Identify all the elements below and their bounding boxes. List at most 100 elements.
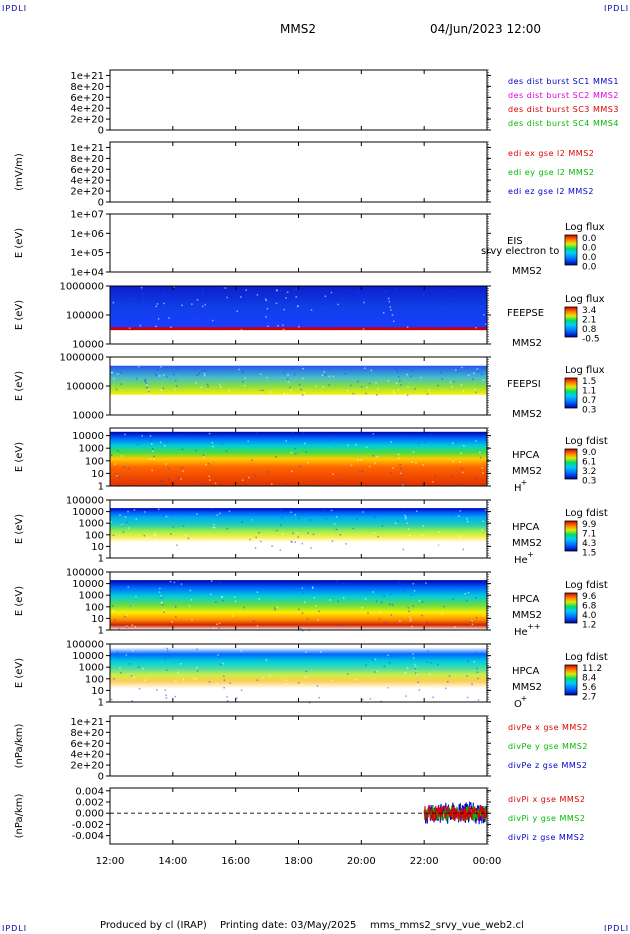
spectrogram-pixel (260, 373, 262, 376)
spectrogram-pixel (374, 658, 377, 661)
spectrogram-pixel (290, 540, 293, 543)
spectrogram-pixel (201, 305, 204, 308)
spectrogram-pixel (191, 303, 193, 305)
plot-frame (109, 141, 488, 203)
spectrogram-pixel (436, 663, 439, 666)
colorbar-tick: 6.8 (582, 602, 597, 612)
spectrogram-pixel (164, 689, 166, 691)
spectrogram-pixel (421, 614, 424, 617)
spectrogram-pixel (154, 373, 157, 375)
spectrogram-pixel (119, 672, 122, 674)
colorbar-tick: 1.2 (582, 621, 596, 631)
spectrogram-pixel (416, 510, 418, 513)
panel-eis (106, 213, 578, 273)
spectrogram-pixel (425, 582, 427, 584)
colorbar-title: Log flux (565, 294, 605, 305)
spectrogram-pixel (339, 479, 342, 481)
spectrogram-pixel (270, 391, 272, 393)
spectrogram-pixel (392, 389, 395, 392)
spectrogram-pixel (144, 380, 147, 382)
spectrogram-pixel (124, 516, 127, 518)
overlay-text: srvy electron to (481, 246, 559, 257)
spectrogram-pixel (461, 366, 463, 369)
spectrogram-pixel (454, 626, 456, 628)
spectrogram-pixel (149, 432, 151, 435)
spectrogram-pixel (302, 377, 304, 380)
plot-frame (109, 213, 488, 273)
spectrogram-pixel (128, 327, 131, 329)
spectrogram-pixel (305, 651, 307, 654)
spectrogram-pixel (335, 516, 338, 518)
spectrogram-pixel (226, 313, 229, 315)
colorbar (564, 377, 578, 409)
spectrogram-pixel (160, 480, 162, 482)
spectrogram-pixel (143, 535, 146, 537)
spectrogram-pixel (479, 451, 481, 454)
spectrogram-pixel (133, 509, 136, 511)
spectrogram-pixel (129, 663, 131, 665)
colorbar-tick: 9.0 (582, 448, 597, 458)
spectrogram-pixel (165, 694, 167, 697)
spectrogram-pixel (406, 373, 408, 376)
spectrogram-pixel (142, 667, 144, 670)
spectrogram-pixel (482, 580, 485, 583)
spectrogram-pixel (331, 540, 334, 542)
spectrogram-pixel (240, 650, 242, 652)
y-tick-label: 100000 (66, 311, 104, 322)
spectrogram-pixel (222, 662, 224, 665)
spectrogram-pixel (144, 380, 146, 383)
spectrogram-band (110, 508, 487, 550)
colorbar-tick: 6.1 (582, 458, 596, 468)
spectrogram-pixel (204, 374, 206, 377)
instrument-label: HPCA (512, 594, 540, 605)
spectrogram-pixel (293, 373, 296, 376)
spectrogram-pixel (116, 371, 119, 373)
y-tick-label: 1 (98, 626, 104, 637)
spectrogram-pixel (405, 695, 407, 697)
spectrogram-pixel (300, 694, 302, 696)
spectrogram-pixel (275, 529, 278, 532)
spectrogram-pixel (399, 467, 402, 470)
spectrogram-pixel (412, 605, 414, 607)
spectrogram-pixel (301, 683, 303, 685)
spectrogram-band (110, 580, 487, 630)
spectrogram-pixel (367, 612, 369, 614)
spectrogram-pixel (201, 370, 203, 373)
spectrogram-pixel (390, 441, 393, 443)
spectrogram-pixel (166, 376, 168, 378)
spectrogram-pixel (466, 675, 468, 677)
spectrogram-pixel (468, 365, 470, 368)
spectrogram-pixel (397, 520, 400, 522)
spectrogram-pixel (255, 536, 257, 539)
spectrogram-pixel (391, 603, 394, 606)
spectrogram-pixel (131, 624, 134, 626)
spectrogram-pixel (376, 456, 378, 458)
spectrogram-pixel (432, 481, 434, 483)
spectrogram-pixel (244, 377, 246, 379)
spectrogram-pixel (483, 547, 486, 549)
spectrogram-pixel (160, 594, 162, 597)
y-tick-label: 1 (98, 554, 104, 565)
y-tick-label: 1000000 (59, 353, 104, 364)
spectrogram-pixel (475, 326, 477, 329)
footer-produced-by: Produced by cl (IRAP) (100, 920, 207, 931)
instrument-label: HPCA (512, 450, 540, 461)
spectrogram-pixel (459, 510, 462, 512)
spectrogram-pixel (354, 511, 357, 514)
spectrogram-pixel (260, 683, 262, 686)
spectrogram-pixel (461, 471, 464, 474)
spectrogram-pixel (435, 584, 437, 586)
spectrogram-pixel (455, 586, 458, 589)
colorbar-title: Log fdist (565, 436, 608, 447)
spectrogram-pixel (145, 382, 148, 385)
spectrogram-pixel (271, 483, 273, 485)
spectrogram-pixel (162, 604, 164, 606)
spectrogram-pixel (265, 659, 268, 661)
spectrogram-pixel (467, 660, 469, 663)
spectrogram-pixel (414, 387, 416, 390)
spectrogram-pixel (252, 620, 255, 623)
spectrogram-pixel (341, 436, 344, 438)
spectrogram-pixel (134, 625, 137, 628)
spectrogram-pixel (149, 458, 152, 460)
spectrogram-pixel (476, 667, 478, 670)
